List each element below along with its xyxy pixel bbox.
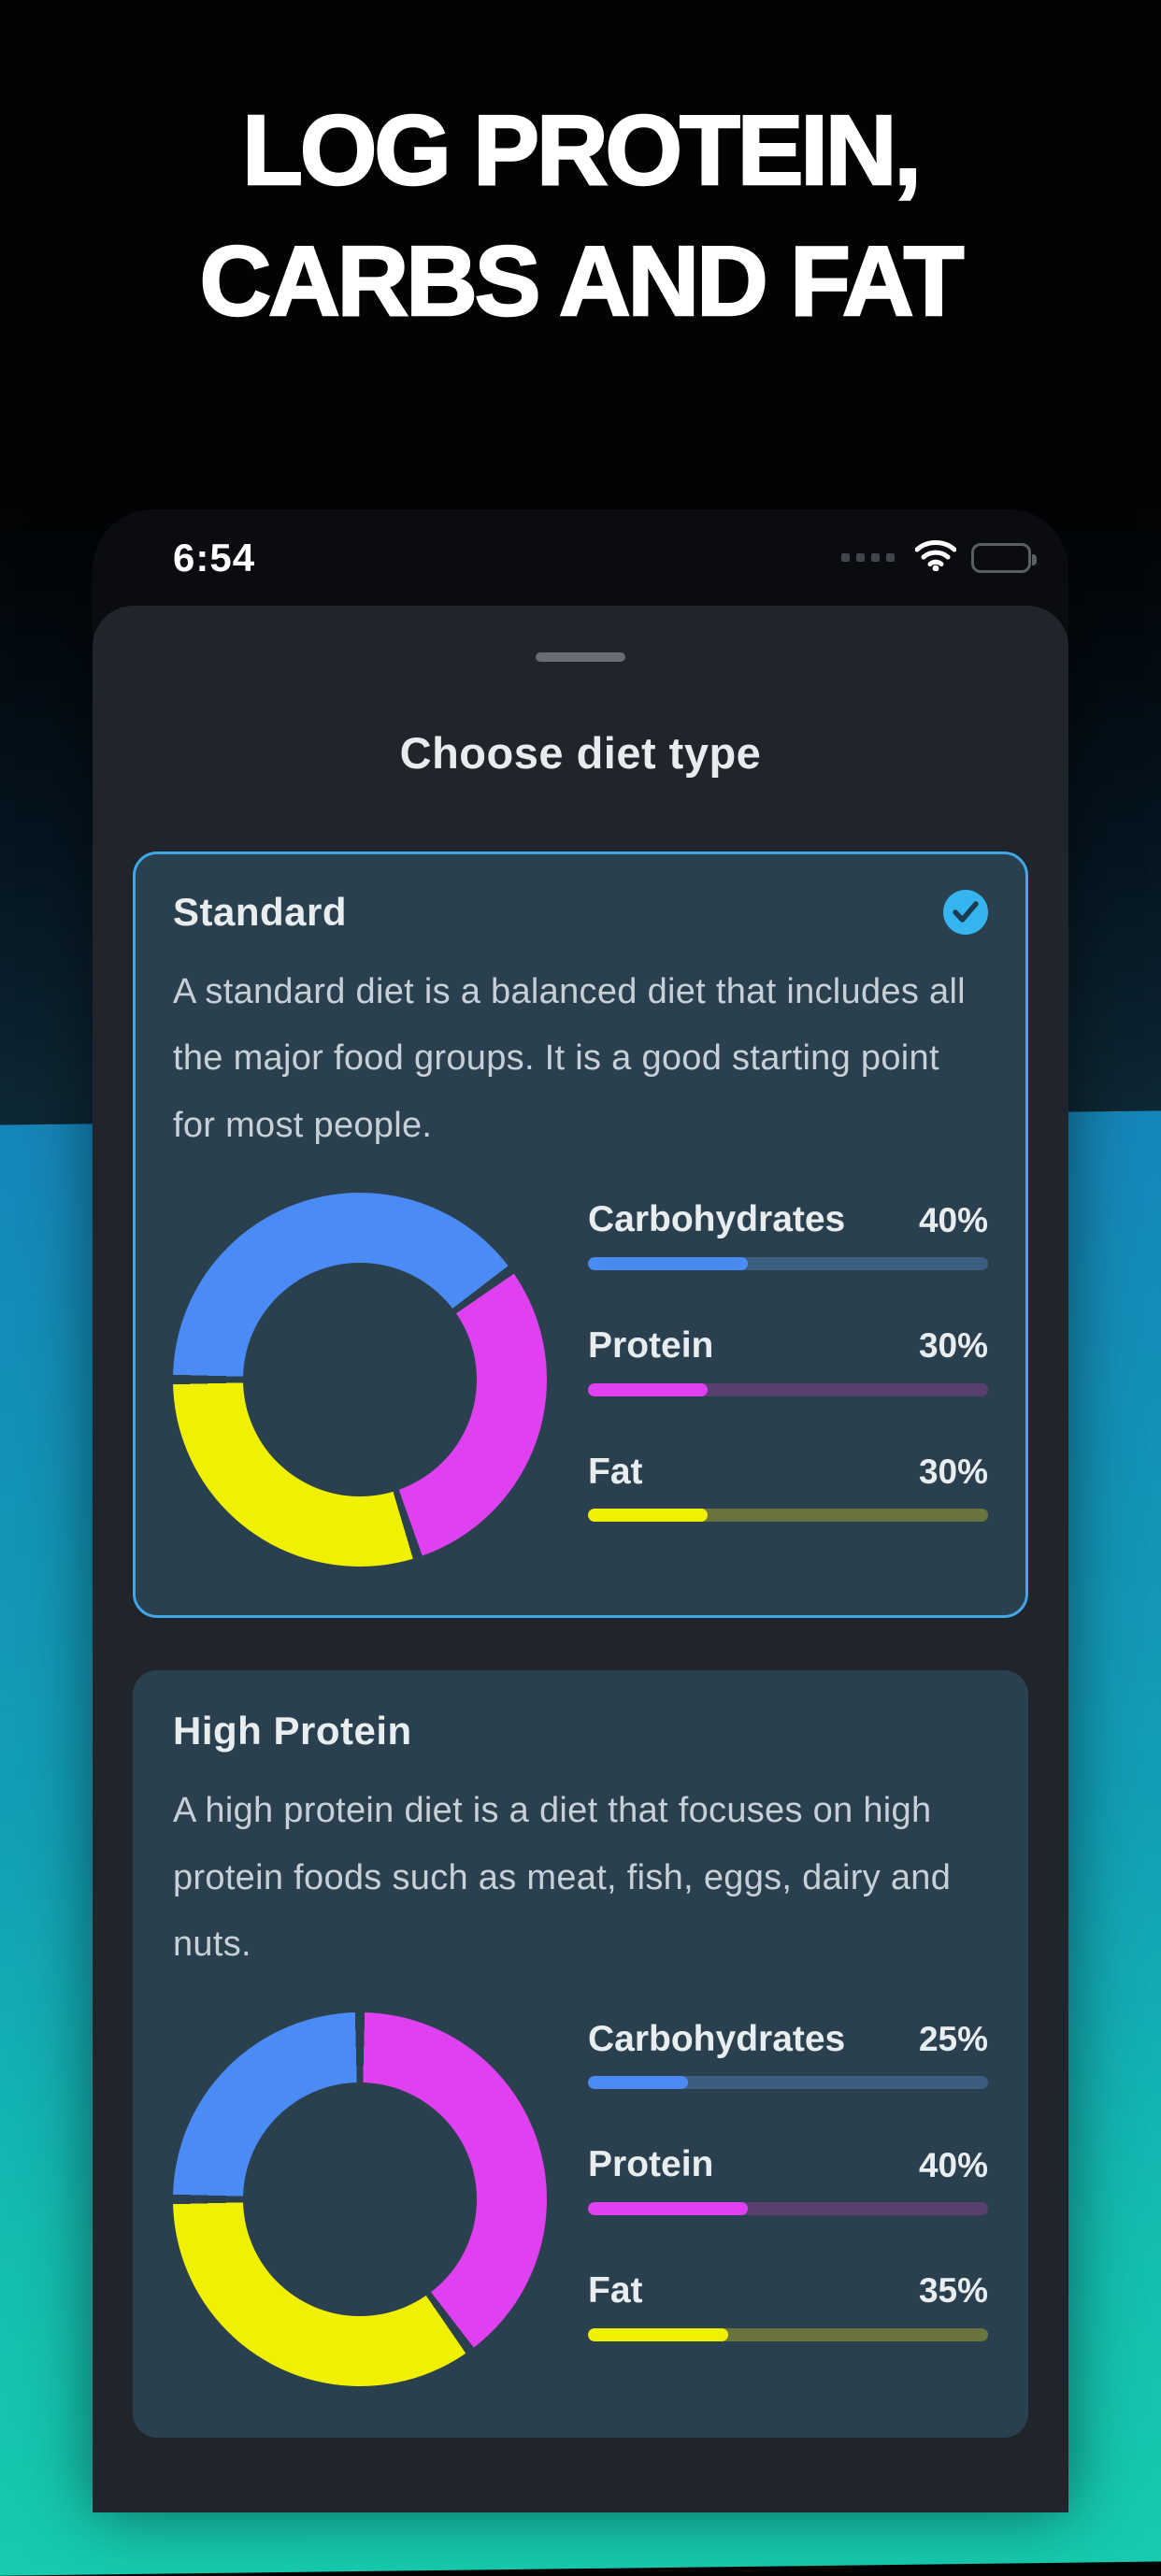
- macro-row-fat: Fat 35%: [588, 2268, 988, 2341]
- macro-list: Carbohydrates 25% Protein 40%: [588, 2012, 988, 2341]
- macro-row-protein: Protein 30%: [588, 1323, 988, 1396]
- macro-label: Protein: [588, 1325, 714, 1366]
- macro-progress-bar: [588, 2202, 988, 2215]
- diet-card-standard[interactable]: Standard A standard diet is a balanced d…: [133, 852, 1028, 1619]
- macro-label: Carbohydrates: [588, 2018, 846, 2059]
- diet-card-list: Standard A standard diet is a balanced d…: [93, 852, 1068, 2438]
- macro-donut-chart: [173, 1193, 547, 1567]
- cellular-signal-icon: [841, 553, 895, 562]
- phone-mockup: 6:54 Choose diet type Standa: [93, 509, 1068, 2512]
- macro-donut-chart: [173, 2011, 547, 2386]
- marketing-headline: LOG PROTEIN, CARBS AND FAT: [0, 86, 1161, 348]
- macro-row-protein: Protein 40%: [588, 2141, 988, 2215]
- headline-line-1: LOG PROTEIN,: [241, 94, 923, 207]
- macro-list: Carbohydrates 40% Protein 30%: [588, 1193, 988, 1523]
- macro-percent: 25%: [918, 2019, 988, 2058]
- card-title: Standard: [173, 890, 348, 934]
- clock: 6:54: [173, 535, 256, 580]
- sheet-drag-handle[interactable]: [536, 652, 625, 662]
- card-description: A high protein diet is a diet that focus…: [173, 1791, 952, 1965]
- sheet-title: Choose diet type: [399, 728, 762, 778]
- card-description: A standard diet is a balanced diet that …: [173, 972, 966, 1145]
- headline-line-2: CARBS AND FAT: [198, 225, 965, 337]
- selected-check-icon: [943, 890, 988, 935]
- macro-progress-bar: [588, 2076, 988, 2090]
- macro-percent: 30%: [918, 1453, 988, 1492]
- macro-row-fat: Fat 30%: [588, 1449, 988, 1523]
- card-title: High Protein: [173, 1709, 412, 1753]
- macro-percent: 40%: [918, 2145, 988, 2184]
- macro-percent: 30%: [918, 1326, 988, 1366]
- macro-label: Fat: [588, 2270, 643, 2311]
- choose-diet-sheet: Choose diet type Standard A standard die…: [93, 606, 1068, 2512]
- diet-card-high-protein[interactable]: High Protein A high protein diet is a di…: [133, 1670, 1028, 2438]
- macro-progress-bar: [588, 1509, 988, 1523]
- wifi-icon: [914, 539, 957, 576]
- battery-icon: [971, 542, 1037, 573]
- macro-percent: 40%: [918, 1200, 988, 1239]
- status-bar: 6:54: [93, 509, 1068, 606]
- macro-progress-bar: [588, 1382, 988, 1396]
- macro-row-carbohydrates: Carbohydrates 25%: [588, 2016, 988, 2090]
- macro-label: Protein: [588, 2144, 714, 2185]
- macro-percent: 35%: [918, 2271, 988, 2311]
- macro-progress-bar: [588, 2327, 988, 2341]
- macro-progress-bar: [588, 1257, 988, 1270]
- macro-label: Carbohydrates: [588, 1199, 846, 1240]
- macro-row-carbohydrates: Carbohydrates 40%: [588, 1196, 988, 1270]
- macro-label: Fat: [588, 1451, 643, 1492]
